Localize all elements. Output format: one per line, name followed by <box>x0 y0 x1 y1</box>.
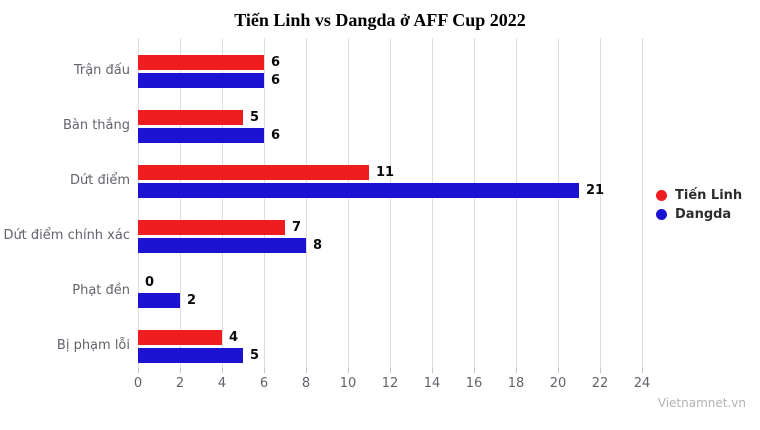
gridline <box>264 38 265 368</box>
axis-tick <box>558 368 559 373</box>
axis-tick <box>432 368 433 373</box>
bar-value-label: 5 <box>250 110 260 125</box>
x-tick-label: 24 <box>633 376 651 391</box>
x-tick-label: 16 <box>465 376 483 391</box>
gridline <box>390 38 391 368</box>
gridline <box>642 38 643 368</box>
x-tick-label: 12 <box>381 376 399 391</box>
bar-tien-linh <box>138 110 243 125</box>
bar-dangda <box>138 73 264 88</box>
axis-tick <box>264 368 265 373</box>
axis-tick <box>348 368 349 373</box>
x-tick-label: 10 <box>339 376 357 391</box>
bar-value-label: 0 <box>145 275 155 290</box>
bar-value-label: 5 <box>250 348 260 363</box>
axis-tick <box>390 368 391 373</box>
gridline <box>348 38 349 368</box>
category-label: Trận đấu <box>73 63 130 78</box>
bar-value-label: 6 <box>271 73 281 88</box>
bar-value-label: 6 <box>271 55 281 70</box>
legend-label-dangda: Dangda <box>675 207 732 222</box>
bar-dangda <box>138 238 306 253</box>
bar-tien-linh <box>138 330 222 345</box>
x-tick-label: 2 <box>175 376 185 391</box>
axis-tick <box>474 368 475 373</box>
category-label: Bị phạm lỗi <box>56 338 130 353</box>
legend-label-tien-linh: Tiến Linh <box>675 188 743 203</box>
bar-value-label: 4 <box>229 330 239 345</box>
gridline <box>600 38 601 368</box>
x-tick-label: 20 <box>549 376 567 391</box>
legend: Tiến Linh Dangda <box>656 186 742 224</box>
axis-tick <box>138 368 139 373</box>
category-label: Dứt điểm chính xác <box>3 228 130 243</box>
bar-tien-linh <box>138 220 285 235</box>
category-label: Bàn thắng <box>62 118 130 133</box>
axis-tick <box>642 368 643 373</box>
x-tick-label: 14 <box>423 376 441 391</box>
axis-tick <box>180 368 181 373</box>
legend-swatch-blue-icon <box>656 209 667 220</box>
legend-item-dangda: Dangda <box>656 205 742 224</box>
bar-value-label: 8 <box>313 238 323 253</box>
bar-tien-linh <box>138 165 369 180</box>
bar-dangda <box>138 293 180 308</box>
bar-value-label: 7 <box>292 220 302 235</box>
bar-value-label: 6 <box>271 128 281 143</box>
bar-dangda <box>138 183 579 198</box>
gridline <box>306 38 307 368</box>
category-label: Phạt đền <box>72 283 130 298</box>
x-tick-label: 4 <box>217 376 227 391</box>
axis-tick <box>516 368 517 373</box>
bar-dangda <box>138 348 243 363</box>
gridline <box>474 38 475 368</box>
axis-tick <box>306 368 307 373</box>
gridline <box>516 38 517 368</box>
x-tick-label: 18 <box>507 376 525 391</box>
bar-value-label: 11 <box>376 165 395 180</box>
watermark: Vietnamnet.vn <box>657 396 746 410</box>
bar-value-label: 21 <box>586 183 605 198</box>
legend-item-tien-linh: Tiến Linh <box>656 186 742 205</box>
gridline <box>558 38 559 368</box>
bar-value-label: 2 <box>187 293 197 308</box>
category-label: Dứt điểm <box>69 173 130 188</box>
gridline <box>180 38 181 368</box>
axis-tick <box>600 368 601 373</box>
gridline <box>138 38 139 368</box>
x-tick-label: 22 <box>591 376 609 391</box>
bar-dangda <box>138 128 264 143</box>
axis-tick <box>222 368 223 373</box>
x-tick-label: 8 <box>301 376 311 391</box>
bar-tien-linh <box>138 55 264 70</box>
x-tick-label: 6 <box>259 376 269 391</box>
gridline <box>222 38 223 368</box>
x-tick-label: 0 <box>133 376 143 391</box>
legend-swatch-red-icon <box>656 190 667 201</box>
chart-title: Tiến Linh vs Dangda ở AFF Cup 2022 <box>234 10 526 30</box>
gridline <box>432 38 433 368</box>
